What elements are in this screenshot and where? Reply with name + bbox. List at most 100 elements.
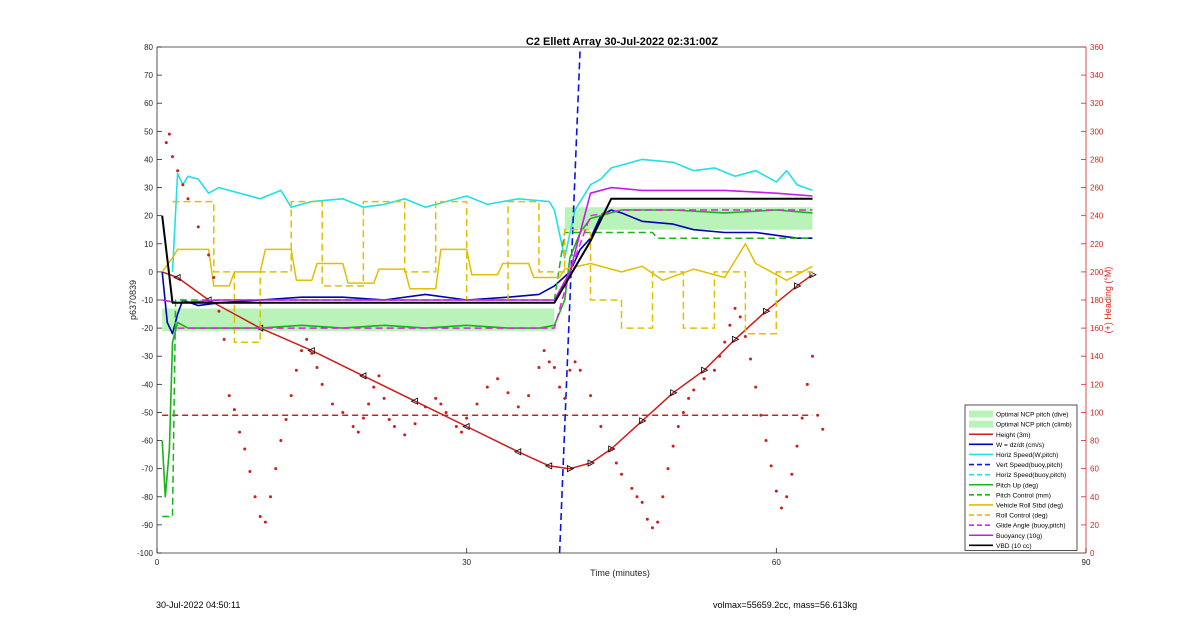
heading-point [816, 413, 820, 417]
heading-point [728, 323, 732, 327]
heading-point [258, 514, 262, 518]
y2-tick-label: 340 [1090, 71, 1104, 80]
series-vbd-10-cc [161, 197, 813, 304]
heading-point [516, 405, 520, 409]
y2-tick-label: 200 [1090, 268, 1104, 277]
heading-point [785, 495, 789, 499]
legend-swatch [969, 410, 993, 418]
heading-point [460, 430, 464, 434]
heading-point [573, 360, 577, 364]
legend-swatch [969, 420, 993, 428]
heading-point [527, 394, 531, 398]
heading-point [465, 416, 469, 420]
heading-point [238, 430, 242, 434]
heading-point [439, 402, 443, 406]
heading-point [645, 517, 649, 521]
legend-label: W = dz/dt (cm/s) [996, 442, 1044, 449]
series-w-dz-dt-cm-s [161, 209, 813, 335]
heading-point [356, 430, 360, 434]
heading-point [289, 394, 293, 398]
y-tick-label: -20 [141, 324, 153, 333]
heading-point [341, 410, 345, 414]
y-axis-label: p6370839 [128, 280, 138, 320]
heading-point [372, 385, 376, 389]
heading-point [779, 506, 783, 510]
y-tick-label: -60 [141, 437, 153, 446]
heading-point [650, 526, 654, 530]
legend-label: Pitch Up (deg) [996, 482, 1038, 489]
height-marker [608, 445, 616, 453]
height-marker [794, 282, 802, 290]
heading-point [810, 354, 814, 358]
heading-point [170, 155, 174, 159]
y-tick-label: 60 [144, 99, 153, 108]
y2-tick-label: 60 [1090, 465, 1099, 474]
legend-box [964, 404, 1078, 551]
heading-point [248, 469, 252, 473]
heading-point [821, 427, 825, 431]
heading-point [305, 337, 309, 341]
legend-label: Horiz Speed(buoy,pitch) [996, 472, 1066, 479]
heading-point [661, 495, 665, 499]
y-tick-label: 10 [144, 240, 153, 249]
y2-tick-label: 160 [1090, 324, 1104, 333]
y-tick-label: 50 [144, 127, 153, 136]
x-axis-label: Time (minutes) [590, 568, 650, 578]
heading-point [614, 461, 618, 465]
series-pitch-up-deg [161, 209, 813, 498]
series-layer [161, 46, 825, 554]
heading-point [640, 500, 644, 504]
heading-point [186, 197, 190, 201]
heading-point [558, 385, 562, 389]
heading-point [403, 433, 407, 437]
heading-point [769, 464, 773, 468]
y2-axis-label: (+) Heading (°M) [1103, 267, 1113, 334]
timestamp-footer: 30-Jul-2022 04:50:11 [156, 600, 241, 610]
heading-point [800, 416, 804, 420]
heading-point [681, 410, 685, 414]
legend-label: Vert Speed(buoy,pitch) [996, 462, 1063, 469]
y-tick-label: -40 [141, 380, 153, 389]
height-marker [462, 422, 470, 431]
heading-point [676, 425, 680, 428]
y-tick-label: -50 [141, 408, 153, 417]
x-tick-label: 0 [155, 558, 160, 567]
height-marker [639, 417, 647, 425]
heading-point [578, 368, 582, 372]
height-marker [763, 307, 771, 315]
series-height-3m [161, 271, 813, 470]
legend-label: Pitch Control (mm) [996, 492, 1051, 499]
heading-point [361, 416, 365, 420]
heading-point [232, 408, 236, 412]
heading-point [387, 417, 391, 421]
y2-tick-label: 180 [1090, 296, 1104, 305]
height-marker [410, 397, 418, 405]
y2-tick-label: 220 [1090, 240, 1104, 249]
heading-point [284, 417, 288, 421]
height-marker [566, 465, 575, 473]
heading-point [413, 422, 417, 426]
heading-point [263, 520, 267, 524]
heading-point [164, 141, 168, 145]
heading-point [723, 340, 727, 344]
height-marker [809, 271, 817, 279]
y-tick-label: -100 [137, 549, 154, 558]
heading-point [635, 495, 639, 499]
heading-point [666, 467, 670, 471]
x-tick-label: 90 [1082, 558, 1091, 567]
y2-tick-label: 320 [1090, 99, 1104, 108]
y2-tick-label: 280 [1090, 155, 1104, 164]
heading-point [743, 335, 747, 339]
heading-point [749, 357, 753, 361]
height-marker [173, 273, 181, 282]
y2-tick-label: 80 [1090, 437, 1099, 446]
heading-point [547, 360, 551, 364]
series-vehicle-roll-stbd-deg [161, 243, 813, 290]
heading-point [475, 402, 479, 406]
y-tick-label: -90 [141, 521, 153, 530]
series-glide-angle-buoy-pitch [177, 209, 813, 329]
y-tick-label: -70 [141, 465, 153, 474]
heading-point [754, 385, 758, 389]
y2-tick-label: 20 [1090, 521, 1099, 530]
heading-point [620, 472, 623, 476]
